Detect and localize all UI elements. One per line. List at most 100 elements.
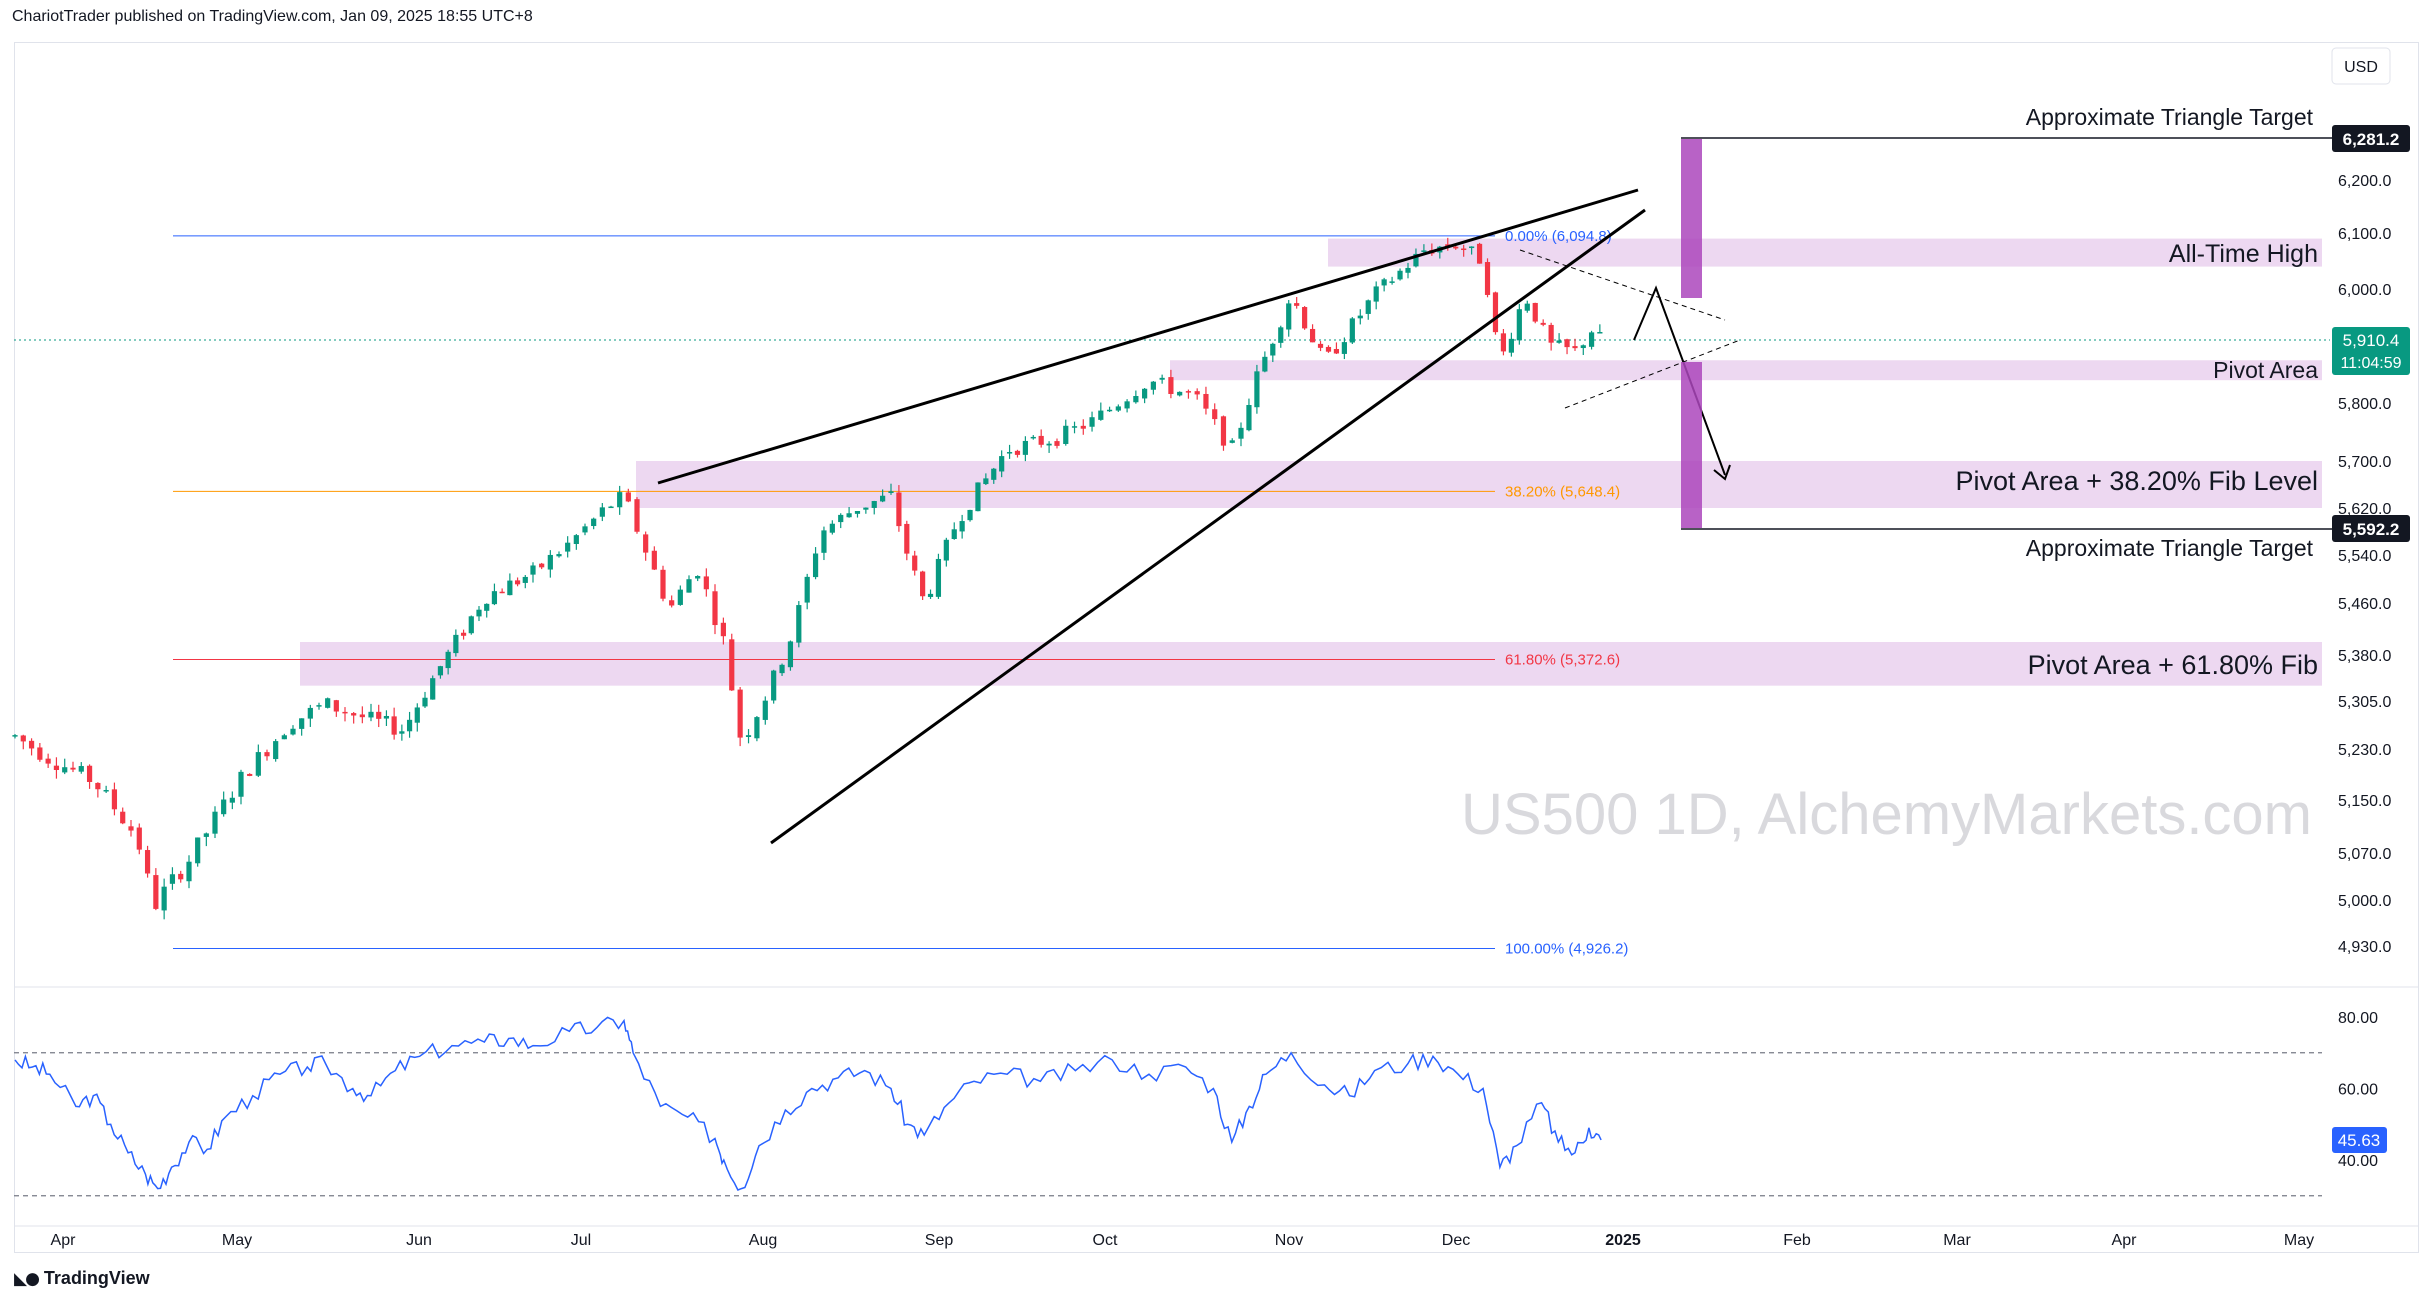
candle-body[interactable]: [1317, 343, 1324, 348]
candle-body[interactable]: [821, 530, 827, 553]
candle-body[interactable]: [1556, 340, 1562, 343]
candle-body[interactable]: [1532, 302, 1538, 322]
candle-body[interactable]: [281, 735, 287, 740]
candle-body[interactable]: [1500, 333, 1507, 352]
candle-body[interactable]: [136, 827, 142, 850]
candle-body[interactable]: [812, 553, 819, 578]
candle-body[interactable]: [342, 711, 348, 714]
candle-body[interactable]: [1246, 405, 1252, 431]
candle-body[interactable]: [599, 507, 605, 517]
candle-body[interactable]: [1373, 286, 1379, 302]
candle-body[interactable]: [912, 555, 918, 571]
candle-body[interactable]: [1365, 300, 1371, 314]
candle-body[interactable]: [28, 740, 35, 749]
candle-body[interactable]: [1349, 318, 1355, 343]
candle-body[interactable]: [720, 622, 726, 637]
candle-body[interactable]: [1185, 391, 1192, 393]
candle-body[interactable]: [290, 728, 296, 735]
candle-body[interactable]: [745, 735, 752, 737]
candle-body[interactable]: [1022, 440, 1028, 455]
candle-body[interactable]: [1484, 262, 1491, 295]
candle-body[interactable]: [846, 513, 852, 518]
candle-body[interactable]: [1262, 356, 1268, 372]
candle-body[interactable]: [468, 616, 474, 634]
candle-body[interactable]: [273, 741, 279, 760]
candle-body[interactable]: [729, 639, 735, 691]
candle-body[interactable]: [983, 478, 989, 485]
candle-body[interactable]: [804, 576, 810, 603]
candle-body[interactable]: [86, 765, 93, 782]
candle-body[interactable]: [737, 689, 743, 738]
candle-body[interactable]: [1572, 346, 1578, 349]
time-axis[interactable]: Apr May Jun Jul Aug Sep Oct Nov Dec 2025 Feb Mar Apr…: [14, 1225, 2418, 1249]
candle-body[interactable]: [1588, 332, 1595, 347]
candle-body[interactable]: [491, 591, 498, 605]
candle-body[interactable]: [1333, 349, 1340, 354]
projection-arrow-path[interactable]: [1633, 285, 1726, 476]
candle-body[interactable]: [1413, 253, 1419, 267]
candle-body[interactable]: [1516, 309, 1522, 341]
candle-body[interactable]: [1046, 443, 1052, 446]
zone-pivot-fib-382[interactable]: [636, 461, 2322, 508]
candle-body[interactable]: [1106, 409, 1113, 412]
candle-body[interactable]: [1453, 246, 1459, 249]
candle-body[interactable]: [871, 501, 877, 508]
candle-body[interactable]: [634, 499, 640, 532]
candle-body[interactable]: [888, 491, 894, 494]
candle-body[interactable]: [1098, 410, 1104, 420]
candle-body[interactable]: [762, 700, 768, 720]
candle-body[interactable]: [1461, 248, 1467, 251]
candle-body[interactable]: [1357, 315, 1363, 319]
target-bar-lower[interactable]: [1681, 362, 1702, 528]
candle-body[interactable]: [967, 509, 973, 521]
candle-body[interactable]: [943, 539, 949, 561]
candle-body[interactable]: [617, 492, 623, 508]
candle-body[interactable]: [221, 799, 227, 815]
candle-body[interactable]: [316, 705, 322, 707]
candle-body[interactable]: [927, 593, 934, 597]
candle-body[interactable]: [1229, 440, 1235, 443]
candle-body[interactable]: [437, 666, 444, 676]
candle-body[interactable]: [430, 678, 436, 700]
candle-body[interactable]: [686, 579, 692, 593]
candle-body[interactable]: [754, 717, 760, 739]
candle-body[interactable]: [422, 697, 428, 707]
currency-button[interactable]: [2331, 47, 2391, 85]
candle-body[interactable]: [499, 591, 505, 594]
candle-body[interactable]: [212, 811, 218, 834]
candle-body[interactable]: [1054, 441, 1060, 446]
candle-body[interactable]: [1194, 391, 1200, 395]
candle-body[interactable]: [1030, 436, 1036, 439]
candle-body[interactable]: [1168, 377, 1174, 394]
candle-body[interactable]: [1133, 396, 1139, 403]
candle-body[interactable]: [1397, 270, 1403, 280]
candle-body[interactable]: [1508, 338, 1514, 353]
candle-body[interactable]: [476, 609, 482, 617]
candle-body[interactable]: [625, 492, 631, 502]
candle-body[interactable]: [1203, 393, 1209, 409]
candle-body[interactable]: [111, 789, 118, 810]
triangle-upper-dashed-line[interactable]: [1519, 249, 1726, 321]
candle-body[interactable]: [78, 766, 84, 772]
candle-body[interactable]: [95, 782, 101, 790]
candle-body[interactable]: [45, 758, 51, 764]
candle-body[interactable]: [1212, 409, 1218, 420]
candle-body[interactable]: [935, 558, 942, 597]
candle-body[interactable]: [999, 456, 1005, 472]
candle-body[interactable]: [368, 711, 374, 718]
candle-body[interactable]: [677, 589, 683, 605]
candle-body[interactable]: [325, 698, 331, 708]
candle-body[interactable]: [904, 523, 910, 554]
candle-body[interactable]: [660, 569, 666, 599]
candle-body[interactable]: [383, 715, 390, 719]
candle-body[interactable]: [1177, 391, 1183, 396]
candle-body[interactable]: [128, 826, 134, 831]
candle-body[interactable]: [651, 550, 657, 570]
candle-body[interactable]: [608, 506, 614, 509]
candle-body[interactable]: [643, 534, 649, 553]
candle-body[interactable]: [70, 767, 76, 770]
candle-body[interactable]: [12, 735, 18, 737]
candle-body[interactable]: [669, 600, 675, 606]
candle-body[interactable]: [565, 542, 571, 552]
candle-body[interactable]: [351, 713, 357, 716]
